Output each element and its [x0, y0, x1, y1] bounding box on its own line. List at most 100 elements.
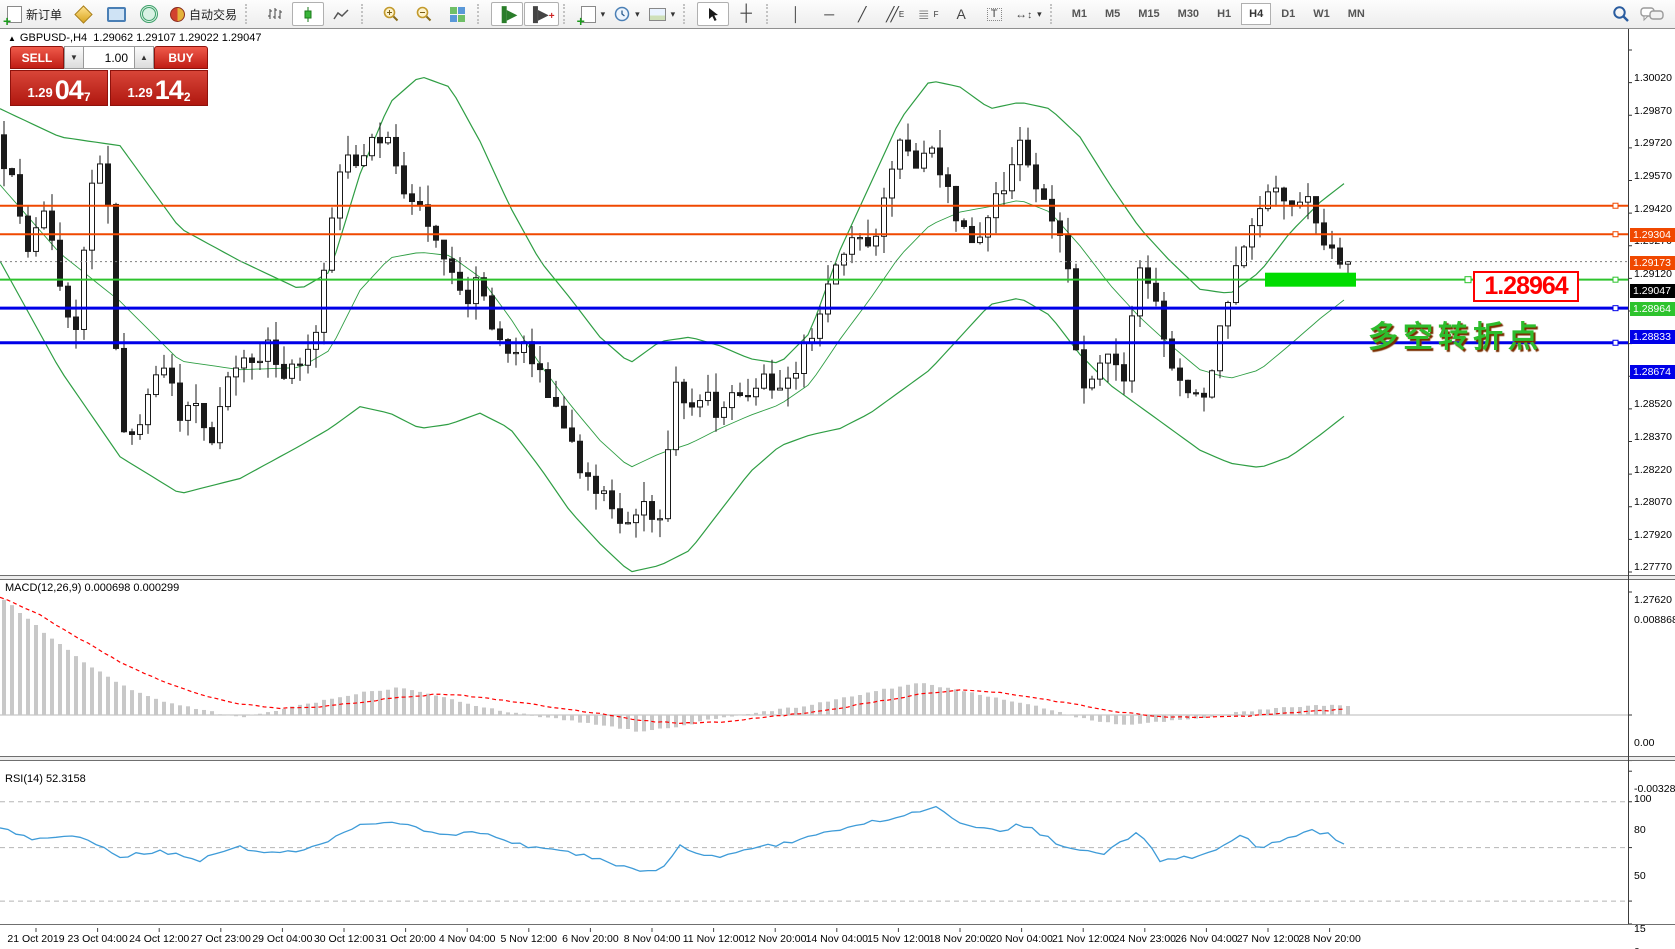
pane-separator[interactable] [0, 756, 1675, 761]
crosshair-button[interactable]: ┼ [730, 2, 762, 26]
candle-body [1305, 196, 1311, 203]
timeframe-h1[interactable]: H1 [1217, 8, 1232, 20]
candle-body [1265, 191, 1271, 210]
price-level-badge[interactable]: 1.28674 [1630, 364, 1675, 379]
autotrading-button[interactable]: 自动交易 [166, 2, 241, 26]
periods-button[interactable]: ▾ [610, 2, 644, 26]
templates-button[interactable]: ▾ [645, 2, 680, 26]
sell-price-big: 04 [54, 75, 84, 105]
line-handle[interactable] [1612, 276, 1619, 283]
timeframe-h4[interactable]: H4 [1241, 3, 1272, 25]
pane-separator[interactable] [0, 575, 1675, 580]
volume-down-button[interactable]: ▼ [64, 46, 84, 69]
navigator-button[interactable] [100, 2, 132, 26]
timeframe-w1[interactable]: W1 [1313, 8, 1330, 20]
chat-bubbles-icon[interactable] [1640, 6, 1664, 23]
candle-body [585, 472, 591, 477]
candle-body [1329, 244, 1335, 249]
zoom-in-button[interactable] [375, 2, 407, 26]
candle-body [801, 342, 807, 374]
tile-windows-button[interactable] [441, 2, 473, 26]
candle-body [273, 339, 279, 365]
cursor-button[interactable] [697, 2, 730, 26]
chart-window[interactable]: ▲ GBPUSD-,H4 1.29062 1.29107 1.29022 1.29… [0, 29, 1675, 949]
buy-button[interactable]: BUY [154, 46, 208, 69]
channel-icon: ╱╱ [886, 6, 899, 22]
crosshair-icon: ┼ [740, 5, 752, 22]
arrows-button[interactable]: ↔↕ ▾ [1011, 2, 1046, 26]
candle-body [1337, 247, 1343, 265]
line-chart-button[interactable] [325, 2, 357, 26]
new-order-icon [3, 5, 22, 28]
candle-body [217, 406, 223, 444]
sell-price-tile[interactable]: 1.29 04 7 [10, 70, 108, 106]
sell-button[interactable]: SELL [10, 46, 64, 69]
price-level-badge[interactable]: 1.28964 [1630, 301, 1675, 316]
candle-body [465, 289, 471, 305]
signals-button[interactable] [133, 2, 165, 26]
timeframe-m15[interactable]: M15 [1138, 8, 1160, 20]
candle-body [705, 391, 711, 402]
buy-price-tile[interactable]: 1.29 14 2 [110, 70, 208, 106]
time-tick-label: 23 Oct 04:00 [67, 933, 128, 945]
indicators-button[interactable]: ▾ [577, 2, 610, 28]
candle-body [65, 285, 71, 318]
trendline-button[interactable]: ╱ [846, 2, 878, 26]
time-tick-label: 21 Oct 2019 [7, 933, 65, 945]
candle-body [113, 203, 119, 349]
volume-input[interactable]: 1.00 [84, 46, 134, 69]
candle-body [1193, 392, 1199, 395]
candle-body [1097, 362, 1103, 380]
candlestick-chart-button[interactable] [292, 2, 325, 26]
candle-body [369, 136, 375, 157]
text-button[interactable]: A [945, 2, 977, 26]
vertical-line-button[interactable]: │ [780, 2, 812, 26]
timeframe-m30[interactable]: M30 [1177, 8, 1200, 20]
search-icon[interactable] [1612, 5, 1630, 23]
channel-button[interactable]: ╱╱ E [879, 2, 911, 26]
price-level-badge[interactable]: 1.29173 [1630, 256, 1675, 271]
candle-body [617, 508, 623, 524]
line-chart-icon [333, 8, 349, 19]
price-level-badge[interactable]: 1.28833 [1630, 330, 1675, 345]
time-tick-label: 28 Nov 20:00 [1298, 933, 1361, 945]
auto-scroll-button[interactable]: ▐▶ [491, 2, 524, 26]
mql-editor-button[interactable] [67, 2, 99, 26]
line-handle[interactable] [1612, 231, 1619, 238]
chart-plot[interactable] [0, 30, 1675, 949]
candle-body [1065, 234, 1071, 270]
panel-collapse-icon[interactable]: ▲ [8, 34, 16, 43]
chart-shift-button[interactable]: ▐▶+ [524, 2, 559, 26]
line-handle[interactable] [1464, 276, 1472, 284]
candle-body [169, 367, 175, 384]
price-tick-label: 1.28370 [1634, 430, 1672, 443]
line-handle[interactable] [1612, 339, 1619, 346]
candle-body [1, 134, 7, 170]
timeframe-m5[interactable]: M5 [1104, 8, 1121, 20]
line-handle[interactable] [1612, 202, 1619, 209]
fibonacci-button[interactable]: ≣ F [912, 2, 944, 26]
bollinger-middle-band [0, 184, 1345, 468]
timeframe-d1[interactable]: D1 [1281, 8, 1296, 20]
bar-chart-button[interactable] [259, 2, 291, 26]
timeframe-m1[interactable]: M1 [1071, 8, 1087, 20]
volume-up-button[interactable]: ▲ [134, 46, 154, 69]
new-order-button[interactable]: 新订单 [3, 2, 66, 28]
candle-body [833, 264, 839, 285]
chinese-annotation[interactable]: 多空转折点 [1368, 321, 1543, 354]
price-callout-box[interactable]: 1.28964 [1473, 271, 1579, 302]
candle-body [1257, 208, 1263, 227]
candle-body [289, 363, 295, 379]
chevron-down-icon: ▾ [670, 8, 676, 19]
candle-body [953, 185, 959, 222]
zoom-out-button[interactable] [408, 2, 440, 26]
highlight-rectangle[interactable] [1265, 272, 1356, 287]
candle-body [977, 236, 983, 244]
time-axis-line [0, 924, 1675, 928]
candle-body [753, 387, 759, 398]
label-button[interactable]: T [978, 2, 1010, 26]
timeframe-mn[interactable]: MN [1347, 8, 1365, 20]
price-level-badge[interactable]: 1.29304 [1630, 227, 1675, 242]
horizontal-line-button[interactable]: ─ [813, 2, 845, 26]
line-handle[interactable] [1612, 305, 1619, 312]
